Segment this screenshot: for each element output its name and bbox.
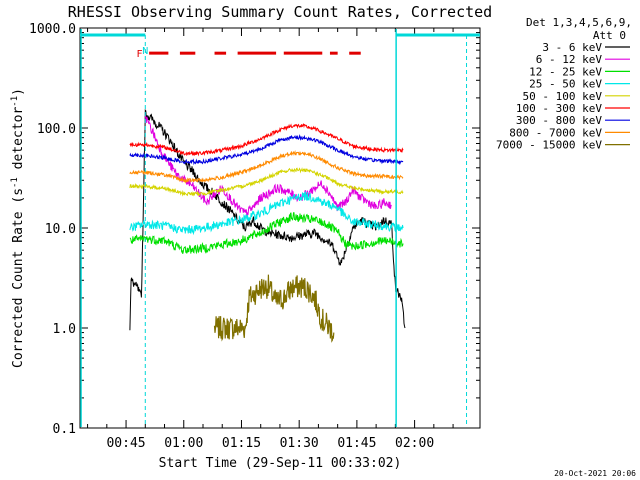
y-tick-label: 10.0 [45,222,76,237]
y-axis-label-sup: -1 [10,177,20,188]
x-axis-label: Start Time (29-Sep-11 00:33:02) [159,456,402,471]
series-line [129,150,404,184]
series-line [129,212,404,255]
y-tick-label: 100.0 [37,122,76,137]
y-tick-label: 0.1 [53,422,76,437]
x-tick-label: 01:45 [337,436,376,451]
x-tick-label: 01:30 [280,436,319,451]
legend-label: 7000 - 15000 keV [496,139,602,152]
x-tick-label: 00:45 [106,436,145,451]
legend-header-1: Det 1,3,4,5,6,9, [526,16,632,29]
series-line [129,133,404,166]
x-tick-label: 02:00 [395,436,434,451]
flag-marker: F [137,49,143,60]
series-line [129,123,404,157]
y-axis-label-close: ) [11,88,26,96]
legend-label: 3 - 6 keV [542,41,602,54]
legend-label: 800 - 7000 keV [509,126,602,139]
series-line [129,167,404,197]
y-tick-label: 1.0 [53,322,76,337]
flag-marker: N [142,46,148,57]
y-axis-label-sup2: -1 [10,96,20,107]
legend-label: 100 - 300 keV [516,102,602,115]
series-line [213,274,335,343]
x-tick-label: 01:15 [222,436,261,451]
legend-header-2: Att 0 [593,29,626,42]
series-line [144,114,392,216]
legend-label: 50 - 100 keV [523,90,603,103]
legend-label: 300 - 800 keV [516,114,602,127]
y-axis-label-main: Corrected Count Rate (s [11,188,26,368]
y-tick-label: 1000.0 [29,22,76,37]
legend-label: 6 - 12 keV [536,53,603,66]
footer-date: 20-Oct-2021 20:06 [554,469,636,478]
legend-label: 25 - 50 keV [529,78,602,91]
x-tick-label: 01:00 [164,436,203,451]
y-axis-label-tail: detector [11,107,26,178]
legend-label: 12 - 25 keV [529,65,602,78]
axis-ticks: 1000.0 100.0 10.0 1.0 0.1 00:45 01:00 01:15 01:3… [29,22,480,451]
chart-title: RHESSI Observing Summary Count Rates, Co… [68,3,492,21]
series-lines [129,108,406,343]
series-line [129,191,404,236]
y-axis-label: Corrected Count Rate (s-1 detector-1) [10,88,26,368]
